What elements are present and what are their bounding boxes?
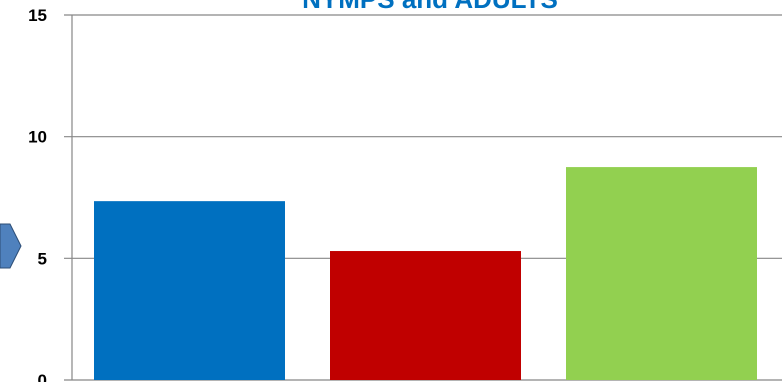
y-tick-label: 15 — [28, 6, 47, 25]
y-tick-label: 5 — [38, 249, 47, 268]
bar-1 — [94, 201, 285, 380]
y-tick-labels: 0 5 10 15 — [28, 6, 47, 382]
chart-title: NYMPS and ADULTS — [302, 0, 558, 14]
bars — [94, 167, 757, 380]
chevron-right-icon — [0, 223, 22, 269]
bar-2 — [330, 251, 521, 380]
y-tick-label: 0 — [38, 371, 47, 382]
bar-3 — [566, 167, 757, 380]
y-tick-label: 10 — [28, 128, 47, 147]
